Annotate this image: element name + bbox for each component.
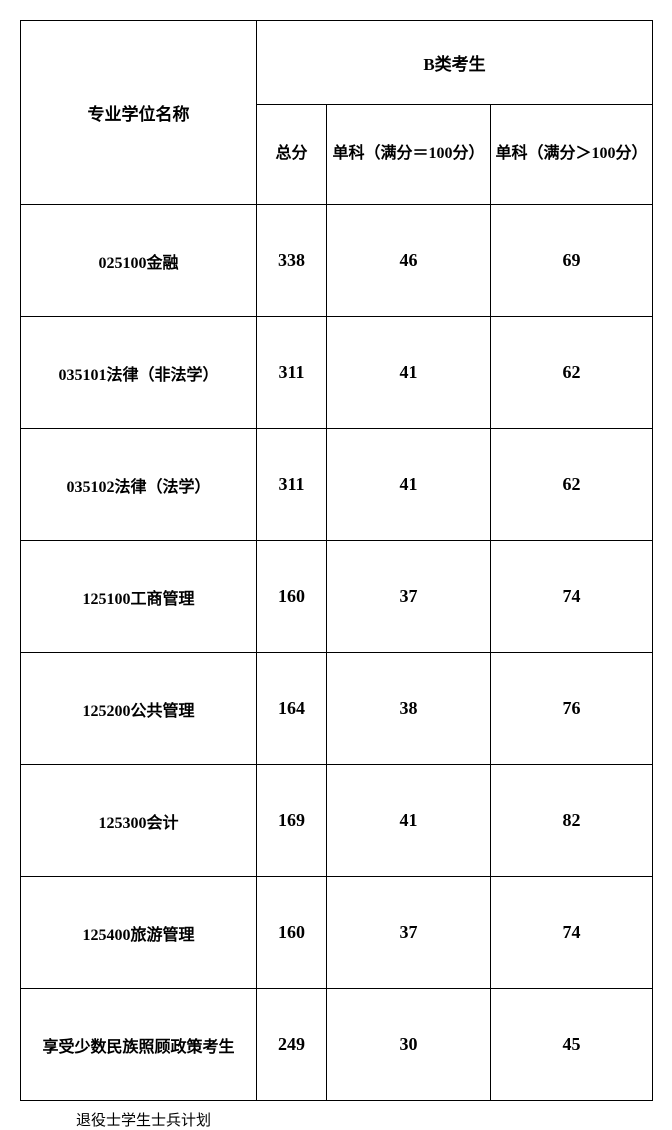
single-100-cell: 38: [327, 653, 491, 765]
table-row: 035101法律（非法学） 311 41 62: [21, 317, 653, 429]
header-category: B类考生: [257, 21, 653, 105]
single-over-100-cell: 62: [491, 317, 653, 429]
table-row: 035102法律（法学） 311 41 62: [21, 429, 653, 541]
table-row: 享受少数民族照顾政策考生 249 30 45: [21, 989, 653, 1101]
degree-name-cell: 025100金融: [21, 205, 257, 317]
degree-name-cell: 125400旅游管理: [21, 877, 257, 989]
total-score-cell: 311: [257, 429, 327, 541]
total-score-cell: 338: [257, 205, 327, 317]
single-over-100-cell: 45: [491, 989, 653, 1101]
table-row: 125300会计 169 41 82: [21, 765, 653, 877]
total-score-cell: 160: [257, 541, 327, 653]
score-table: 专业学位名称 B类考生 总分 单科（满分＝100分） 单科（满分＞100分） 0…: [20, 20, 653, 1101]
single-100-cell: 37: [327, 877, 491, 989]
table-row: 125400旅游管理 160 37 74: [21, 877, 653, 989]
table-row: 125200公共管理 164 38 76: [21, 653, 653, 765]
header-total-score: 总分: [257, 105, 327, 205]
header-single-over-100: 单科（满分＞100分）: [491, 105, 653, 205]
degree-name-cell: 035101法律（非法学）: [21, 317, 257, 429]
single-over-100-cell: 74: [491, 877, 653, 989]
single-over-100-cell: 69: [491, 205, 653, 317]
degree-name-cell: 125100工商管理: [21, 541, 257, 653]
table-row: 125100工商管理 160 37 74: [21, 541, 653, 653]
total-score-cell: 169: [257, 765, 327, 877]
single-100-cell: 41: [327, 317, 491, 429]
total-score-cell: 249: [257, 989, 327, 1101]
single-over-100-cell: 82: [491, 765, 653, 877]
single-over-100-cell: 74: [491, 541, 653, 653]
degree-name-cell: 035102法律（法学）: [21, 429, 257, 541]
header-degree-name: 专业学位名称: [21, 21, 257, 205]
total-score-cell: 311: [257, 317, 327, 429]
degree-name-cell: 125200公共管理: [21, 653, 257, 765]
single-over-100-cell: 62: [491, 429, 653, 541]
header-row-1: 专业学位名称 B类考生: [21, 21, 653, 105]
total-score-cell: 164: [257, 653, 327, 765]
single-100-cell: 46: [327, 205, 491, 317]
single-over-100-cell: 76: [491, 653, 653, 765]
header-single-100: 单科（满分＝100分）: [327, 105, 491, 205]
single-100-cell: 30: [327, 989, 491, 1101]
single-100-cell: 37: [327, 541, 491, 653]
degree-name-cell: 享受少数民族照顾政策考生: [21, 989, 257, 1101]
single-100-cell: 41: [327, 765, 491, 877]
total-score-cell: 160: [257, 877, 327, 989]
single-100-cell: 41: [327, 429, 491, 541]
degree-name-cell: 125300会计: [21, 765, 257, 877]
table-body: 025100金融 338 46 69 035101法律（非法学） 311 41 …: [21, 205, 653, 1101]
table-row: 025100金融 338 46 69: [21, 205, 653, 317]
